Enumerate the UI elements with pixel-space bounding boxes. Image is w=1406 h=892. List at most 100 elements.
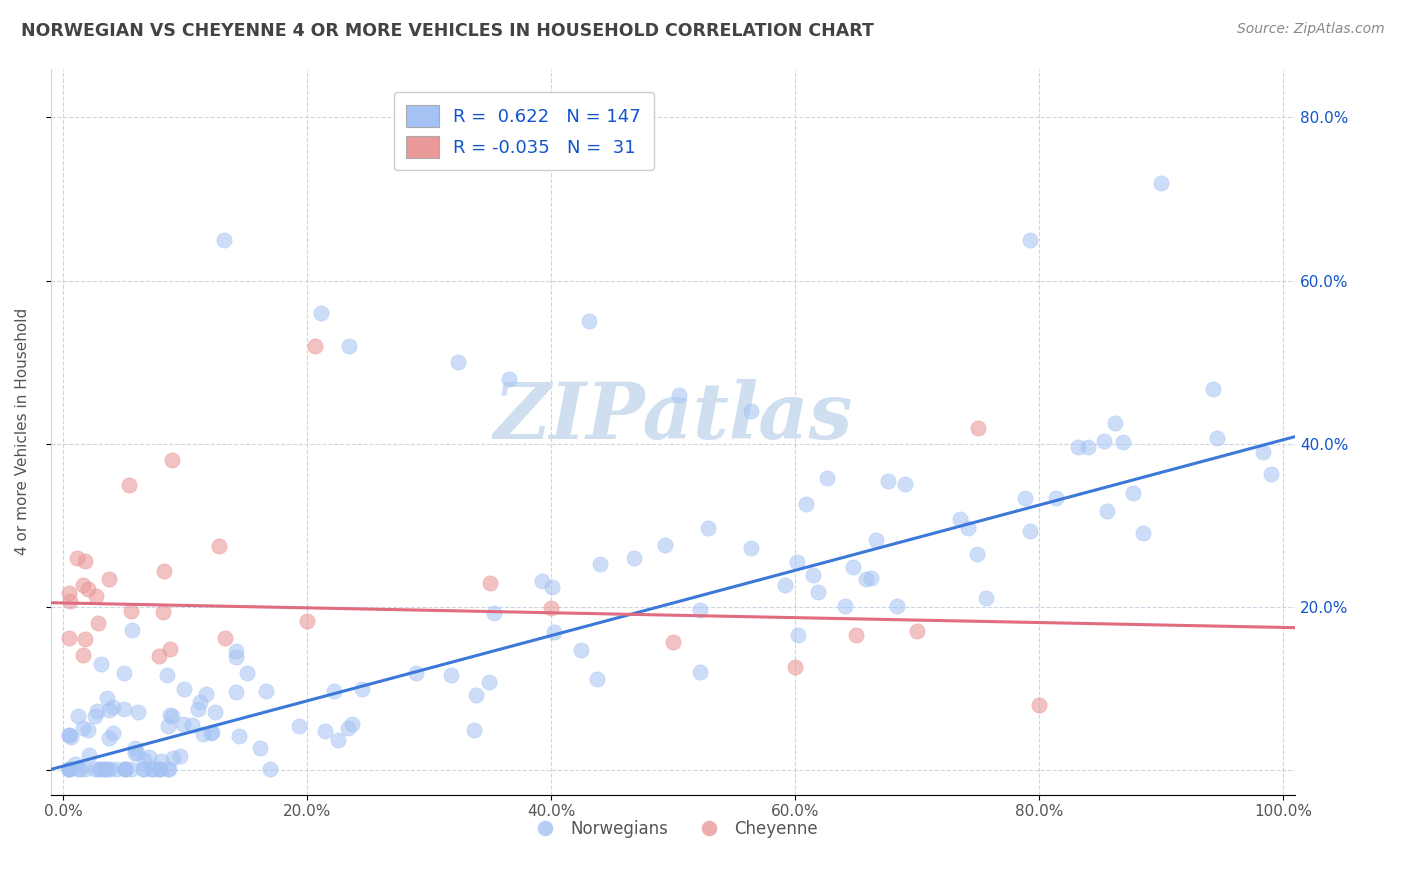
Point bbox=[540, 601, 562, 615]
Point bbox=[530, 574, 553, 589]
Point bbox=[1122, 486, 1144, 500]
Point bbox=[228, 729, 250, 743]
Point bbox=[58, 762, 80, 776]
Point bbox=[841, 559, 863, 574]
Point bbox=[1206, 431, 1229, 445]
Point bbox=[86, 704, 108, 718]
Point bbox=[464, 688, 486, 702]
Point bbox=[855, 572, 877, 586]
Point bbox=[479, 576, 502, 591]
Point bbox=[60, 731, 83, 745]
Point bbox=[337, 721, 360, 735]
Point bbox=[654, 538, 676, 552]
Point bbox=[181, 718, 204, 732]
Point bbox=[153, 564, 176, 578]
Point bbox=[159, 708, 181, 723]
Point bbox=[93, 762, 115, 776]
Point bbox=[169, 748, 191, 763]
Point bbox=[77, 723, 100, 737]
Point bbox=[105, 762, 128, 776]
Point bbox=[63, 757, 86, 772]
Point bbox=[225, 643, 247, 657]
Point bbox=[586, 673, 609, 687]
Point bbox=[1251, 444, 1274, 458]
Point bbox=[114, 762, 136, 776]
Point bbox=[543, 625, 565, 640]
Point bbox=[834, 599, 856, 614]
Text: NORWEGIAN VS CHEYENNE 4 OR MORE VEHICLES IN HOUSEHOLD CORRELATION CHART: NORWEGIAN VS CHEYENNE 4 OR MORE VEHICLES… bbox=[21, 22, 875, 40]
Point bbox=[1014, 491, 1036, 506]
Point bbox=[59, 594, 82, 608]
Point bbox=[97, 703, 120, 717]
Point bbox=[84, 762, 107, 776]
Point bbox=[156, 719, 179, 733]
Point bbox=[1045, 491, 1067, 505]
Point bbox=[86, 615, 108, 630]
Point bbox=[845, 628, 868, 642]
Point bbox=[120, 604, 142, 618]
Point bbox=[96, 762, 118, 776]
Point bbox=[214, 631, 236, 645]
Point bbox=[141, 762, 163, 776]
Point bbox=[541, 580, 564, 594]
Point bbox=[309, 306, 332, 320]
Point bbox=[1150, 176, 1173, 190]
Point bbox=[326, 733, 349, 747]
Point bbox=[84, 709, 107, 723]
Point bbox=[905, 624, 928, 638]
Point bbox=[773, 577, 796, 591]
Point bbox=[72, 648, 94, 662]
Point bbox=[79, 748, 101, 763]
Point bbox=[865, 533, 887, 548]
Point bbox=[1019, 233, 1042, 247]
Point bbox=[101, 700, 124, 714]
Point bbox=[668, 388, 690, 402]
Point bbox=[162, 751, 184, 765]
Point bbox=[112, 702, 135, 716]
Point bbox=[801, 568, 824, 582]
Point bbox=[84, 589, 107, 603]
Point bbox=[172, 717, 194, 731]
Point bbox=[254, 684, 277, 698]
Point bbox=[886, 599, 908, 613]
Point bbox=[212, 233, 235, 247]
Point bbox=[225, 649, 247, 664]
Point bbox=[689, 665, 711, 679]
Point bbox=[498, 371, 520, 385]
Point bbox=[1092, 434, 1115, 449]
Point bbox=[97, 731, 120, 745]
Point bbox=[340, 717, 363, 731]
Point bbox=[160, 453, 183, 467]
Point bbox=[204, 705, 226, 719]
Point bbox=[156, 762, 179, 776]
Point bbox=[114, 762, 136, 776]
Point bbox=[149, 754, 172, 768]
Point bbox=[58, 728, 80, 742]
Point bbox=[156, 668, 179, 682]
Point bbox=[58, 631, 80, 645]
Point bbox=[69, 762, 91, 776]
Point bbox=[1019, 524, 1042, 538]
Point bbox=[662, 634, 685, 648]
Point bbox=[484, 606, 506, 620]
Point bbox=[589, 558, 612, 572]
Point bbox=[463, 723, 485, 738]
Point bbox=[173, 682, 195, 697]
Point bbox=[149, 762, 172, 776]
Point bbox=[304, 339, 326, 353]
Point bbox=[157, 762, 180, 776]
Point bbox=[295, 615, 318, 629]
Point bbox=[195, 687, 218, 701]
Point bbox=[201, 724, 224, 739]
Point bbox=[740, 404, 762, 418]
Point bbox=[132, 753, 155, 767]
Point bbox=[72, 721, 94, 735]
Point bbox=[740, 541, 762, 555]
Point bbox=[73, 554, 96, 568]
Point bbox=[94, 762, 117, 776]
Point bbox=[58, 762, 80, 776]
Point bbox=[118, 477, 141, 491]
Point bbox=[689, 603, 711, 617]
Point bbox=[623, 551, 645, 566]
Point bbox=[200, 726, 222, 740]
